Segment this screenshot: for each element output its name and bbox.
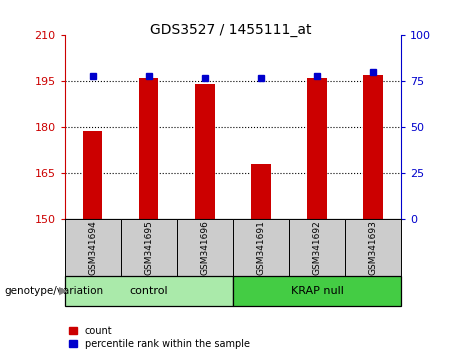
Bar <box>307 78 327 219</box>
Text: GSM341691: GSM341691 <box>256 220 266 275</box>
Bar <box>139 78 159 219</box>
Text: GSM341694: GSM341694 <box>88 221 97 275</box>
Text: GSM341696: GSM341696 <box>200 220 209 275</box>
Bar <box>289 219 345 276</box>
Bar <box>177 219 233 276</box>
Bar <box>195 85 214 219</box>
Text: GSM341695: GSM341695 <box>144 220 153 275</box>
Bar <box>121 219 177 276</box>
Text: GSM341692: GSM341692 <box>313 221 321 275</box>
Text: GDS3527 / 1455111_at: GDS3527 / 1455111_at <box>150 23 311 37</box>
Text: KRAP null: KRAP null <box>290 286 343 296</box>
Text: ▶: ▶ <box>59 286 67 296</box>
Bar <box>251 164 271 219</box>
Bar <box>65 276 233 306</box>
Bar <box>233 219 289 276</box>
Bar <box>345 219 401 276</box>
Bar <box>363 75 383 219</box>
Legend: count, percentile rank within the sample: count, percentile rank within the sample <box>70 326 250 349</box>
Bar <box>233 276 401 306</box>
Text: genotype/variation: genotype/variation <box>5 286 104 296</box>
Bar <box>65 219 121 276</box>
Text: control: control <box>130 286 168 296</box>
Text: GSM341693: GSM341693 <box>368 220 378 275</box>
Bar <box>83 131 102 219</box>
